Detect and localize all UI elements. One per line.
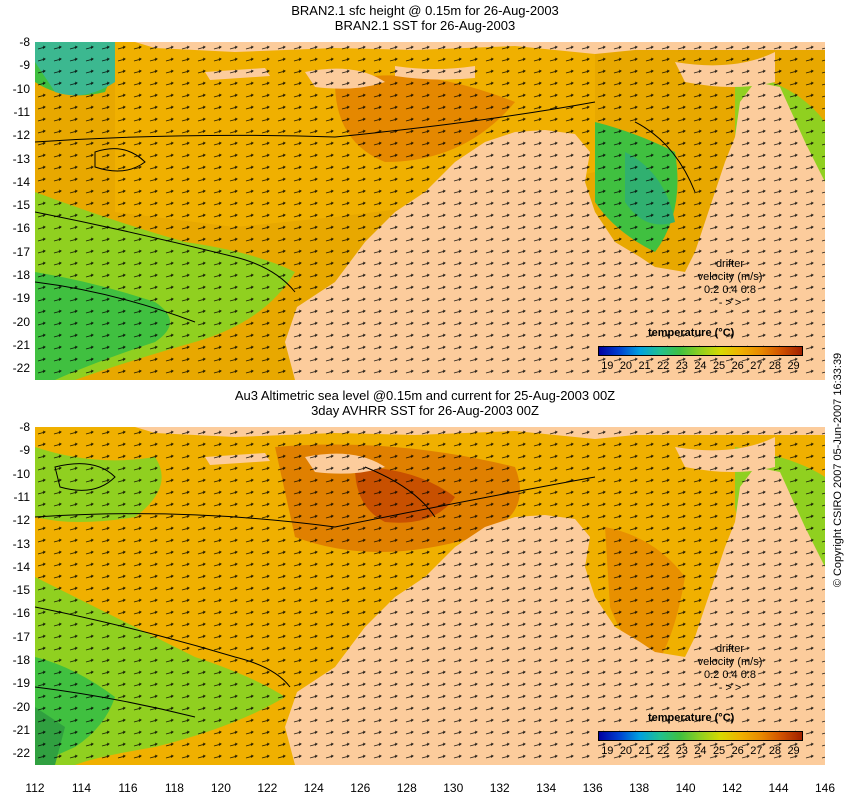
panel1-map <box>35 42 825 380</box>
colorbar-tick-label: 23 <box>675 360 688 372</box>
y-tick-label: -18 <box>12 268 30 283</box>
panel1-colorbar-ticks: 19 20 21 22 23 24 25 26 27 28 29 <box>598 360 803 372</box>
y-tick-label: -10 <box>12 466 30 481</box>
x-tick-label: 140 <box>675 781 696 795</box>
colorbar-tick-label: 27 <box>750 745 763 757</box>
x-tick-label: 118 <box>164 781 184 795</box>
y-tick-label: -14 <box>12 559 30 574</box>
y-tick-label: -15 <box>12 583 30 598</box>
drifter-velocity-label: velocity (m/s) <box>697 271 763 283</box>
x-tick-label: 144 <box>768 781 789 795</box>
y-tick-label: -17 <box>12 244 30 259</box>
drifter-arrows: - > > <box>718 297 742 309</box>
x-tick-label: 142 <box>722 781 743 795</box>
y-tick-label: -16 <box>12 606 30 621</box>
x-tick-label: 134 <box>536 781 557 795</box>
colorbar-tick-label: 24 <box>694 360 707 372</box>
colorbar-tick-label: 19 <box>601 360 614 372</box>
sea-level-contour <box>35 476 596 528</box>
x-tick-label: 116 <box>118 781 138 795</box>
current-arrows <box>35 42 825 380</box>
y-tick-label: -19 <box>12 291 30 306</box>
y-tick-label: -18 <box>12 653 30 668</box>
colorbar-tick-label: 25 <box>712 745 726 757</box>
colorbar-tick-label: 26 <box>731 745 744 757</box>
y-tick-label: -21 <box>12 723 30 738</box>
panel2-title-line2: 3day AVHRR SST for 26-Aug-2003 00Z <box>311 403 539 418</box>
colorbar-tick-label: 26 <box>731 360 744 372</box>
y-tick-label: -15 <box>12 198 30 213</box>
y-tick-label: -13 <box>12 151 30 166</box>
x-tick-label: 114 <box>71 781 92 795</box>
y-tick-label: -8 <box>19 35 30 49</box>
x-tick-label: 122 <box>257 781 278 795</box>
y-tick-label: -8 <box>19 420 30 434</box>
colorbar-tick-label: 28 <box>768 745 782 757</box>
y-tick-label: -22 <box>12 361 30 376</box>
x-tick-label: 146 <box>814 781 836 795</box>
x-tick-label: 130 <box>443 781 464 795</box>
x-tick-label: 138 <box>629 781 650 795</box>
x-tick-label: 112 <box>25 781 45 795</box>
y-tick-label: -21 <box>12 338 30 353</box>
y-tick-label: -9 <box>19 443 30 458</box>
colorbar-tick-label: 25 <box>712 360 726 372</box>
y-tick-label: -13 <box>12 536 30 551</box>
y-tick-label: -9 <box>19 58 30 73</box>
panel1-legend-title: temperature (°C) <box>648 327 735 339</box>
panel2-svg <box>35 427 825 765</box>
panel2-legend-title: temperature (°C) <box>648 712 735 724</box>
x-tick-label: 120 <box>210 781 231 795</box>
panel1-colorbar <box>598 346 803 356</box>
colorbar-tick-label: 21 <box>638 745 651 757</box>
panel1-drifter-legend: drifter velocity (m/s) 0.2 0.4 0.8 - > > <box>690 258 770 310</box>
panel2-drifter-legend: drifter velocity (m/s) 0.2 0.4 0.8 - > > <box>690 643 770 695</box>
y-tick-label: -22 <box>12 746 30 761</box>
y-tick-label: -12 <box>12 513 30 528</box>
y-tick-label: -16 <box>12 221 30 236</box>
drifter-scale: 0.2 0.4 0.8 <box>704 284 756 296</box>
panel1-title-line1: BRAN2.1 sfc height @ 0.15m for 26-Aug-20… <box>291 3 559 18</box>
colorbar-tick-label: 29 <box>787 745 800 757</box>
colorbar-tick-label: 22 <box>657 360 670 372</box>
y-tick-label: -14 <box>12 174 30 189</box>
drifter-scale: 0.2 0.4 0.8 <box>704 669 756 681</box>
x-tick-label: 126 <box>350 781 371 795</box>
colorbar-tick-label: 28 <box>768 360 782 372</box>
copyright-text: © Copyright CSIRO 2007 05-Jun-2007 16:33… <box>832 352 844 588</box>
panel2-title-line1: Au3 Altimetric sea level @0.15m and curr… <box>234 388 616 403</box>
drifter-velocity-label: velocity (m/s) <box>697 656 763 668</box>
y-tick-label: -19 <box>12 676 30 691</box>
colorbar-tick-label: 20 <box>619 745 633 757</box>
x-tick-label: 136 <box>582 781 603 795</box>
panel1-title-line2: BRAN2.1 SST for 26-Aug-2003 <box>334 18 516 33</box>
colorbar-tick-label: 21 <box>638 360 651 372</box>
current-arrows <box>35 427 825 765</box>
y-tick-label: -11 <box>13 104 30 119</box>
x-tick-label: 132 <box>489 781 510 795</box>
x-tick-label: 128 <box>396 781 417 795</box>
y-tick-label: -20 <box>12 699 30 714</box>
colorbar-tick-label: 20 <box>619 360 633 372</box>
y-tick-label: -17 <box>12 629 30 644</box>
panel1-svg <box>35 42 825 380</box>
colorbar-tick-label: 29 <box>787 360 800 372</box>
y-tick-label: -11 <box>13 489 30 504</box>
colorbar-tick-label: 22 <box>657 745 670 757</box>
y-tick-label: -12 <box>12 128 30 143</box>
panel2-colorbar-ticks: 19 20 21 22 23 24 25 26 27 28 29 <box>598 745 803 757</box>
panel2-colorbar <box>598 731 803 741</box>
drifter-label: drifter <box>715 643 745 655</box>
drifter-label: drifter <box>715 258 745 270</box>
colorbar-tick-label: 24 <box>694 745 707 757</box>
colorbar-tick-label: 23 <box>675 745 688 757</box>
colorbar-tick-label: 19 <box>601 745 614 757</box>
x-tick-label: 124 <box>303 781 324 795</box>
sea-level-contour <box>35 101 596 143</box>
colorbar-tick-label: 27 <box>750 360 763 372</box>
y-tick-label: -20 <box>12 314 30 329</box>
y-tick-label: -10 <box>12 81 30 96</box>
drifter-arrows: - > > <box>718 682 742 694</box>
panel2-map <box>35 427 825 765</box>
